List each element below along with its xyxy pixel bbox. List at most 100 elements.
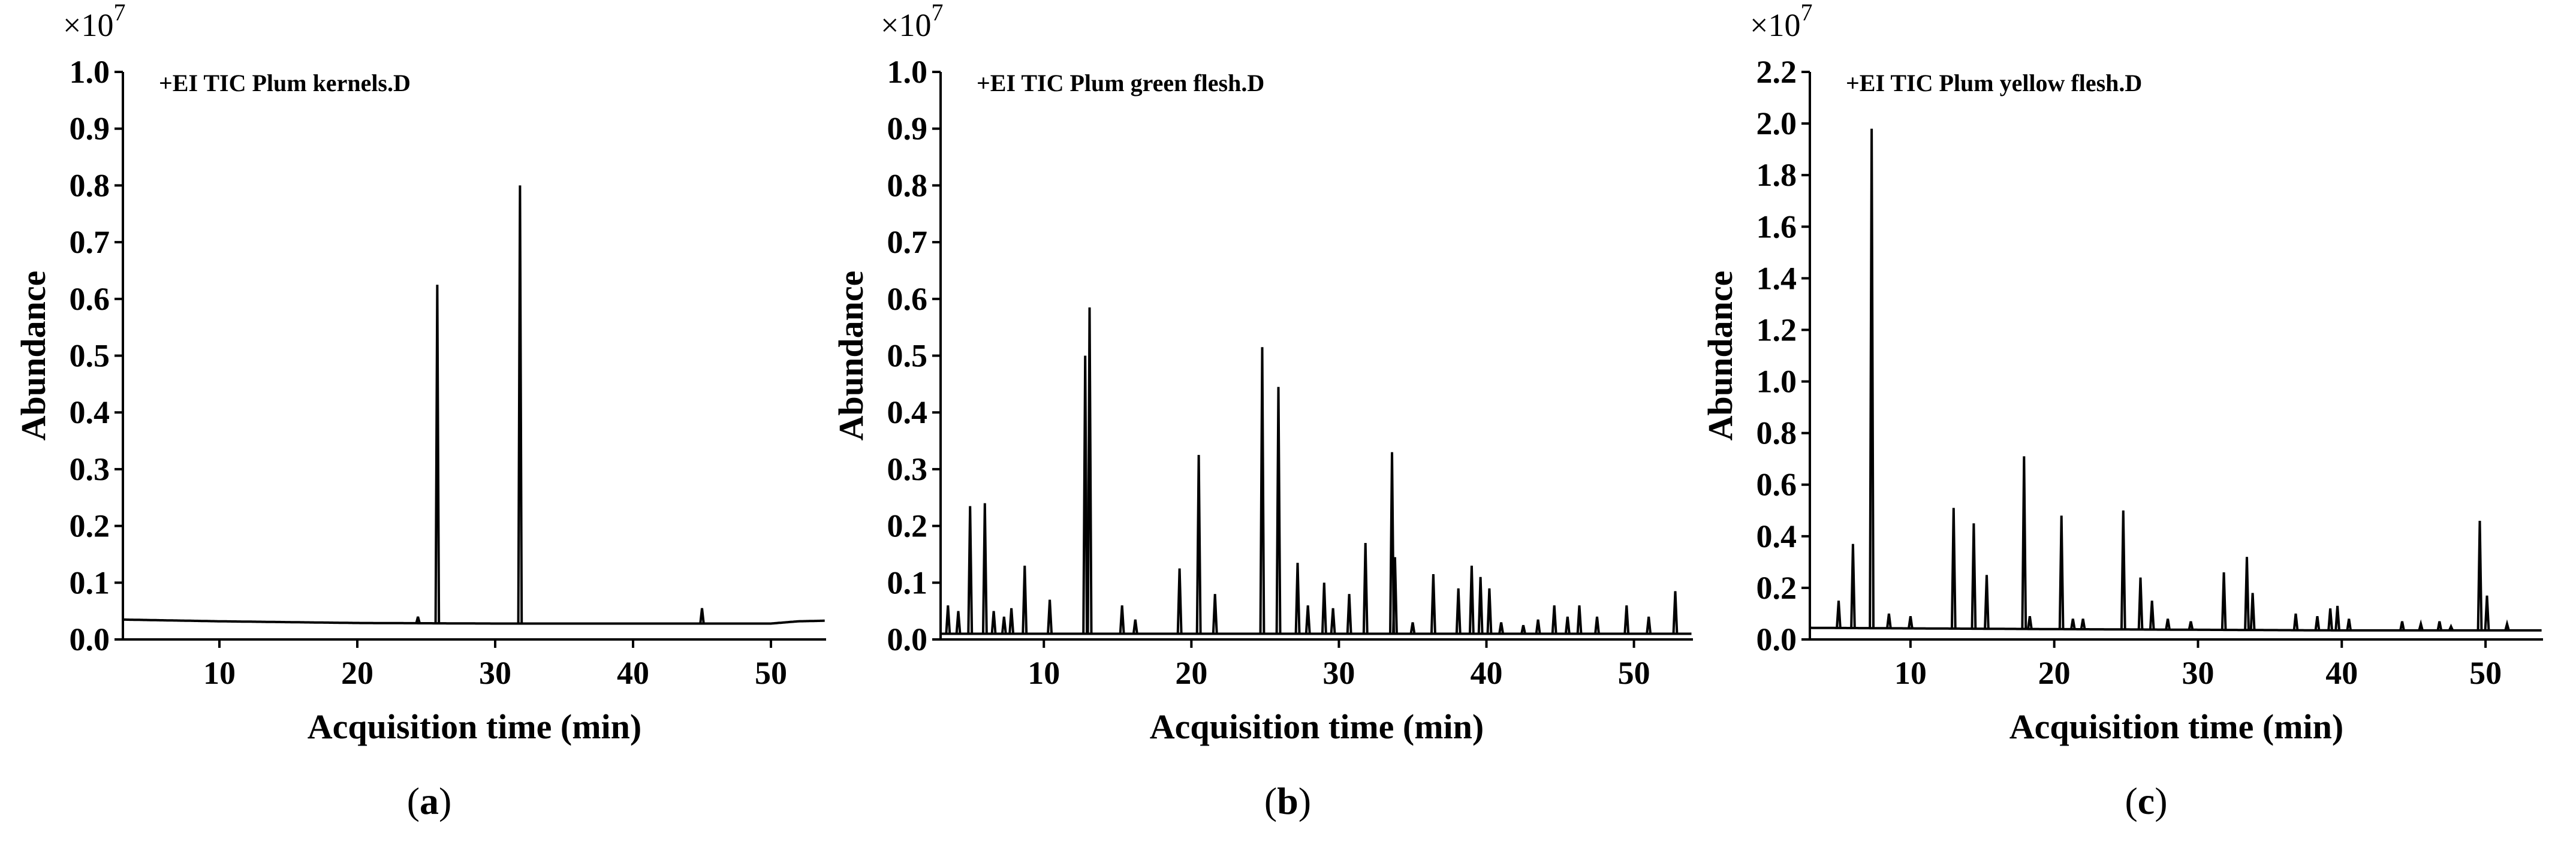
chromatogram-peak [1850, 544, 1856, 629]
y-tick-label: 0.4 [70, 394, 110, 430]
chart-title: +EI TIC Plum kernels.D [159, 70, 411, 96]
chromatogram-peak [2476, 520, 2483, 630]
x-tick-label: 10 [1894, 655, 1927, 691]
x-tick-label: 20 [341, 655, 373, 691]
y-tick-label: 0.2 [70, 508, 110, 544]
chromatogram-peak [2120, 510, 2126, 630]
chromatogram-peak [990, 611, 997, 634]
chromatogram-peak [1022, 565, 1028, 634]
y-tick-label: 2.2 [1756, 54, 1797, 90]
y-tick-label: 0.2 [1756, 570, 1797, 606]
chromatogram-peak [2436, 621, 2443, 631]
chart-title: +EI TIC Plum yellow flesh.D [1846, 70, 2142, 96]
multiplier-exponent: 7 [931, 0, 943, 26]
chromatogram-peak [699, 608, 705, 624]
y-tick-label: 0.3 [70, 451, 110, 487]
y-tick-label: 1.4 [1756, 260, 1797, 296]
chromatogram-peak [2058, 515, 2065, 629]
multiplier-exponent: 7 [113, 0, 125, 26]
y-axis-label: Abundance [1701, 271, 1740, 441]
chromatogram-peak [2244, 557, 2250, 630]
chromatogram-peak [2334, 605, 2340, 631]
chromatogram-peak [1212, 594, 1218, 634]
x-tick-label: 50 [1618, 655, 1650, 691]
chromatogram-peak [1950, 508, 1957, 629]
x-tick-label: 30 [1322, 655, 1355, 691]
x-tick-label: 40 [1470, 655, 1502, 691]
chromatogram-peak [2080, 618, 2086, 630]
chromatogram-chart-c: 0.0 0.2 0.4 0.6 0.8 1.0 1.2 1.4 1.6 1.8 2.0 2.2 10 20… [1701, 0, 2543, 746]
y-tick-label: 0.4 [887, 394, 928, 430]
y-tick-label: 0.6 [1756, 467, 1797, 503]
axis-multiplier-label: ×107 [63, 0, 125, 43]
y-tick-label: 1.8 [1756, 157, 1797, 193]
chromatogram-peak [415, 616, 421, 624]
axis-multiplier-label: ×107 [1750, 0, 1812, 43]
chromatogram-peak [1535, 619, 1541, 634]
x-tick-label: 10 [203, 655, 236, 691]
x-tick-label: 30 [479, 655, 511, 691]
chromatogram-peak [2137, 577, 2144, 630]
chromatogram-peak [1176, 568, 1183, 634]
chromatogram-peak [1908, 616, 1914, 629]
y-tick-label: 0.8 [1756, 415, 1797, 451]
chromatogram-peak [1294, 563, 1301, 634]
y-tick-label: 1.2 [1756, 312, 1797, 348]
caption-letter: b [1277, 780, 1298, 822]
multiplier-base: ×10 [1750, 7, 1800, 43]
chromatogram-peak [1259, 347, 1266, 634]
chromatogram-peak [1119, 605, 1125, 634]
y-tick-label: 0.6 [887, 281, 928, 317]
y-tick-label: 0.5 [70, 338, 110, 374]
y-tick-label: 1.0 [70, 54, 110, 90]
y-axis-label: Abundance [14, 271, 53, 441]
chromatogram-peak [2027, 616, 2033, 629]
y-tick-label: 0.7 [70, 224, 110, 260]
chromatogram-peak [2418, 619, 2424, 631]
chromatogram-peak [1564, 616, 1571, 634]
chromatogram-chart-b: 0.0 0.1 0.2 0.3 0.4 0.5 0.6 0.7 0.8 0.9 1.0 10 20 30 4… [831, 0, 1693, 746]
chromatogram-peak [1576, 605, 1583, 634]
chromatogram-peak [1468, 565, 1475, 634]
y-tick-label: 0.5 [887, 338, 928, 374]
caption-letter: c [2137, 780, 2155, 822]
chromatogram-peak [1362, 542, 1369, 634]
chromatogram-peak [2292, 613, 2299, 630]
chromatogram-peak [1551, 605, 1557, 634]
y-tick-label: 0.6 [70, 281, 110, 317]
chromatogram-peak [2314, 616, 2321, 631]
chromatogram-peak [2327, 608, 2333, 630]
chromatogram-peak [1132, 619, 1138, 634]
y-tick-label: 2.0 [1756, 105, 1797, 141]
chromatogram-baseline [123, 618, 825, 625]
panel-caption-b: (b) [1264, 780, 1312, 822]
chart-title: +EI TIC Plum green flesh.D [977, 70, 1264, 96]
chromatogram-peak [1086, 307, 1093, 634]
chromatogram-peak [1971, 523, 1977, 629]
y-tick-label: 0.9 [70, 111, 110, 147]
x-axis-label: Acquisition time (min) [2009, 707, 2343, 746]
chromatogram-peak [1646, 616, 1652, 634]
chromatogram-peak [2448, 623, 2454, 631]
chromatogram-peak [1477, 577, 1484, 634]
chromatogram-peak [2165, 618, 2171, 630]
multiplier-base: ×10 [63, 7, 113, 43]
y-tick-label: 0.8 [70, 167, 110, 203]
chromatogram-peak [1409, 622, 1416, 634]
y-tick-label: 0.0 [70, 621, 110, 657]
chromatogram-peak [945, 605, 951, 634]
y-tick-label: 0.0 [1756, 621, 1797, 657]
chromatogram-peak [2070, 618, 2076, 630]
chromatogram-peak [1346, 594, 1352, 634]
chromatogram-peak [1869, 128, 1875, 629]
x-tick-label: 50 [755, 655, 787, 691]
chromatogram-peak [1520, 624, 1526, 634]
chromatogram-peak [1082, 355, 1089, 634]
chromatogram-peak [1195, 455, 1202, 634]
chromatogram-peak [2484, 595, 2490, 630]
chromatogram-peak [1623, 605, 1630, 634]
chromatogram-peak [2149, 600, 2155, 630]
panel-caption-c: (c) [2125, 780, 2168, 822]
caption-letter: a [420, 780, 439, 822]
y-tick-label: 0.2 [887, 508, 928, 544]
